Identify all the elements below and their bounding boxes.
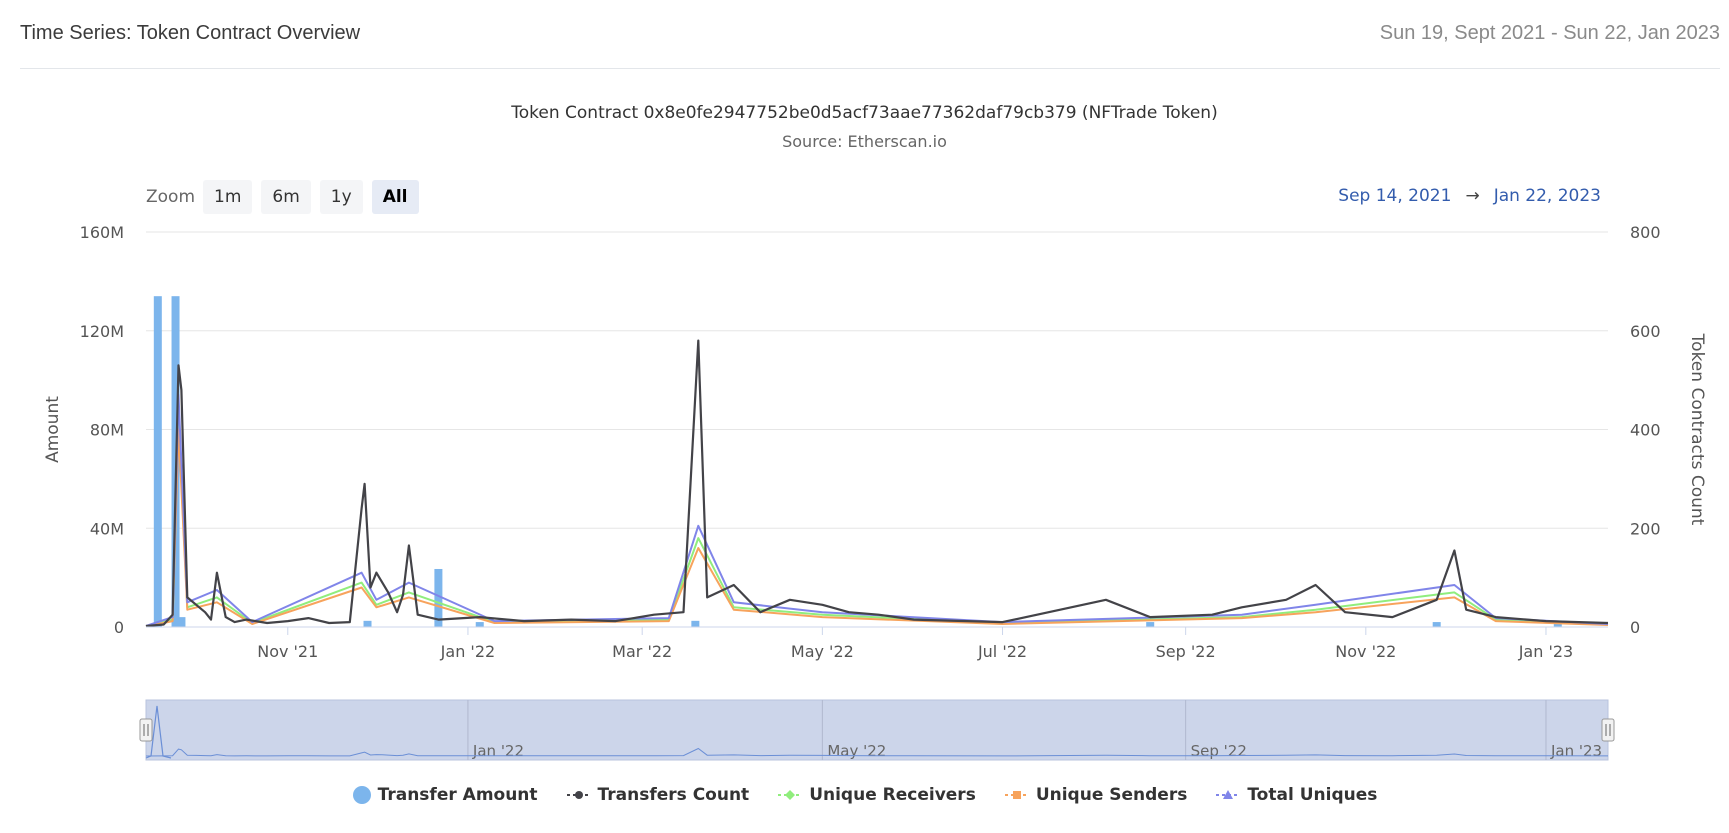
chart-subtitle: Source: Etherscan.io: [782, 132, 947, 151]
y-right-tick-label: 0: [1630, 618, 1640, 637]
legend-item-total-uniques[interactable]: Total Uniques: [1215, 785, 1377, 805]
legend-line-diamond-icon: [778, 790, 803, 800]
legend-line-triangle-icon: [1216, 790, 1241, 799]
y-left-tick-label: 0: [114, 618, 124, 637]
y-right-tick-label: 800: [1630, 223, 1661, 242]
zoom-all-button[interactable]: All: [371, 180, 419, 214]
y-left-axis-title: Amount: [43, 396, 63, 463]
legend-item-unique-receivers[interactable]: Unique Receivers: [777, 785, 976, 805]
x-tick-label: Jan '22: [440, 642, 496, 661]
range-input-display: Sep 14, 2021 → Jan 22, 2023: [1338, 186, 1601, 206]
x-tick-label: Nov '21: [257, 642, 318, 661]
x-tick-label: Jul '22: [977, 642, 1027, 661]
zoom-6m-button[interactable]: 6m: [261, 180, 311, 214]
chart-title: Token Contract 0x8e0fe2947752be0d5acf73a…: [511, 103, 1218, 123]
legend-line-square-icon: [1004, 791, 1029, 799]
legend-label: Unique Senders: [1035, 785, 1188, 805]
series-line-transfers-count: [145, 339, 1609, 628]
zoom-label: Zoom: [146, 187, 196, 207]
transfer-amount-bar: [691, 620, 700, 627]
y-right-tick-label: 200: [1630, 519, 1661, 538]
x-tick-label: Nov '22: [1335, 642, 1396, 661]
legend-label: Transfer Amount: [377, 785, 538, 805]
y-right-axis-title: Token Contracts Count: [1687, 333, 1707, 526]
legend-item-transfer-amount[interactable]: Transfer Amount: [352, 785, 538, 805]
series-line-unique-senders: [145, 428, 1609, 628]
transfer-amount-bar: [475, 622, 484, 627]
navigator-tick-label: Sep '22: [1191, 742, 1247, 760]
transfer-amount-bar: [434, 568, 443, 627]
chart-legend: Transfer Amount Transfers Count Unique R…: [0, 785, 1729, 805]
x-tick-label: Sep '22: [1156, 642, 1216, 661]
y-right-tick-label: 400: [1630, 421, 1661, 440]
y-right-tick-label: 600: [1630, 322, 1661, 341]
navigator-right-handle[interactable]: [1601, 718, 1615, 742]
legend-circle-icon: [352, 786, 371, 804]
y-left-tick-label: 120M: [80, 322, 124, 341]
transfer-amount-bar: [1432, 622, 1441, 627]
y-left-tick-label: 40M: [90, 519, 124, 538]
navigator-left-handle[interactable]: [139, 718, 153, 742]
range-arrow-icon: →: [1465, 186, 1480, 206]
chart-container: Token Contract 0x8e0fe2947752be0d5acf73a…: [0, 68, 1729, 833]
legend-line-circle-icon: [566, 791, 591, 799]
x-tick-label: Mar '22: [612, 642, 672, 661]
navigator-selected-range: [145, 699, 1609, 761]
navigator-series-line: [145, 747, 1609, 757]
legend-item-transfers-count[interactable]: Transfers Count: [566, 785, 750, 805]
header-date-range: Sun 19, Sept 2021 - Sun 22, Jan 2023: [1379, 22, 1720, 44]
x-tick-label: Jan '23: [1518, 642, 1574, 661]
card-header: Time Series: Token Contract Overview Sun…: [20, 0, 1720, 69]
navigator-spike-line: [145, 705, 172, 759]
y-left-tick-label: 80M: [90, 421, 124, 440]
y-left-tick-label: 160M: [80, 223, 124, 242]
transfer-amount-bar: [1146, 622, 1155, 627]
zoom-1y-button[interactable]: 1y: [319, 180, 363, 214]
card-title: Time Series: Token Contract Overview: [20, 22, 361, 44]
zoom-1m-button[interactable]: 1m: [203, 180, 253, 214]
transfer-amount-bar: [363, 620, 372, 627]
range-from-input[interactable]: Sep 14, 2021: [1338, 186, 1452, 206]
range-to-input[interactable]: Jan 22, 2023: [1493, 186, 1601, 206]
zoom-selector: Zoom 1m 6m 1y All: [146, 180, 428, 214]
chart-plot: 0 0 40M 200 80M 400 120M 600 160M 800 Amount Token …: [43, 223, 1707, 761]
legend-label: Transfers Count: [597, 785, 750, 805]
navigator-tick-label: Jan '23: [1550, 742, 1602, 760]
navigator-tick-label: Jan '22: [472, 742, 524, 760]
series-line-unique-receivers: [145, 418, 1609, 628]
transfer-amount-bar: [177, 617, 186, 627]
legend-item-unique-senders[interactable]: Unique Senders: [1004, 785, 1188, 805]
legend-label: Unique Receivers: [809, 785, 976, 805]
x-tick-label: May '22: [791, 642, 854, 661]
legend-label: Total Uniques: [1247, 785, 1378, 805]
navigator-tick-label: May '22: [827, 742, 886, 760]
transfer-amount-bar: [153, 296, 162, 627]
